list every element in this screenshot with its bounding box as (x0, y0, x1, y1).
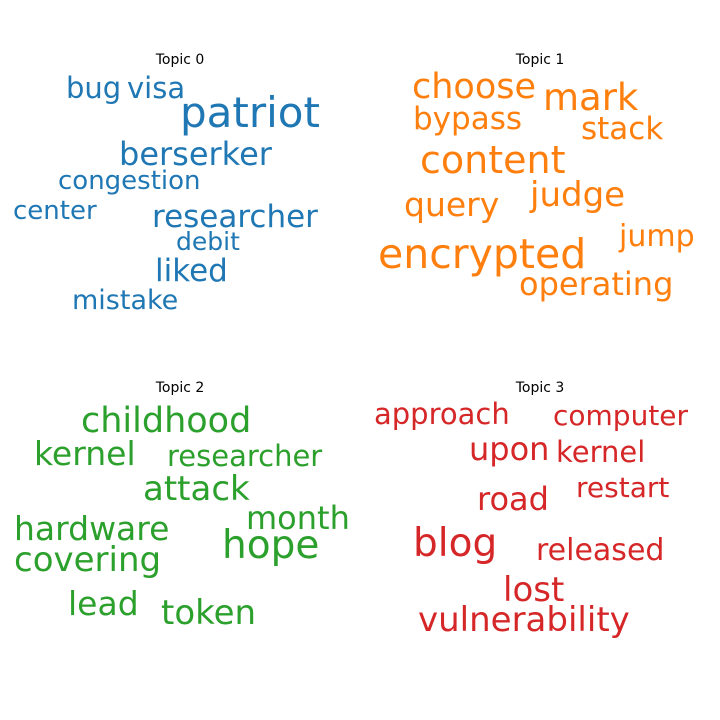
topic-1-word: content (420, 138, 566, 182)
topic-2-word: attack (143, 469, 250, 509)
topic-0-word: patriot (180, 88, 320, 137)
topic-0-word: visa (127, 71, 186, 105)
topic-1-word: jump (619, 219, 695, 254)
topic-2-word: researcher (167, 439, 323, 473)
topic-2-word: childhood (81, 401, 252, 441)
topic-2-word: hope (222, 523, 320, 568)
topic-3-word: computer (553, 399, 689, 432)
topic-0-word: researcher (152, 199, 318, 235)
topic-3-word: restart (576, 471, 670, 504)
topic-2-word: month (246, 499, 350, 537)
topic-1-title: Topic 1 (515, 52, 565, 68)
topic-1-panel: Topic 1 choose mark bypass stack content… (360, 0, 720, 360)
topic-2-word: token (161, 593, 257, 633)
topic-1-word: query (404, 185, 500, 224)
topic-3-word: approach (374, 397, 510, 431)
topic-3-panel: Topic 3 approach computer upon kernel re… (360, 360, 720, 720)
topic-1-word: bypass (413, 101, 522, 137)
topic-2-word: covering (14, 540, 162, 580)
topic-2-title: Topic 2 (155, 380, 205, 396)
topic-3-word: road (477, 480, 549, 518)
topic-3-word: lost (503, 570, 565, 610)
topic-2-panel: Topic 2 childhood kernel researcher atta… (0, 360, 360, 720)
topic-3-word: vulnerability (418, 600, 630, 640)
topic-2-word: lead (68, 584, 139, 623)
topic-2-word: kernel (34, 434, 136, 473)
topic-1-word: operating (519, 265, 674, 303)
topic-3-title: Topic 3 (515, 380, 565, 396)
topic-0-word: liked (155, 253, 228, 289)
topic-0-title: Topic 0 (155, 52, 205, 68)
topic-0-word: congestion (58, 166, 201, 196)
topic-3-word: upon (469, 430, 550, 468)
topic-0-panel: Topic 0 bug visa patriot berserker conge… (0, 0, 360, 360)
topic-1-word: stack (581, 111, 664, 147)
topic-1-word: encrypted (378, 230, 587, 278)
topic-0-word: center (13, 196, 97, 226)
topic-3-word: released (536, 533, 665, 568)
topic-1-word: choose (412, 67, 537, 107)
topic-3-word: kernel (556, 435, 646, 469)
topic-0-word: debit (176, 227, 240, 256)
topic-0-word: mistake (72, 285, 179, 316)
topic-0-word: bug (66, 71, 122, 105)
topic-1-word: judge (530, 175, 626, 215)
topic-3-word: blog (413, 521, 498, 566)
topic-1-word: mark (543, 76, 639, 119)
topic-2-word: hardware (14, 509, 170, 548)
topic-0-word: berserker (119, 135, 272, 173)
